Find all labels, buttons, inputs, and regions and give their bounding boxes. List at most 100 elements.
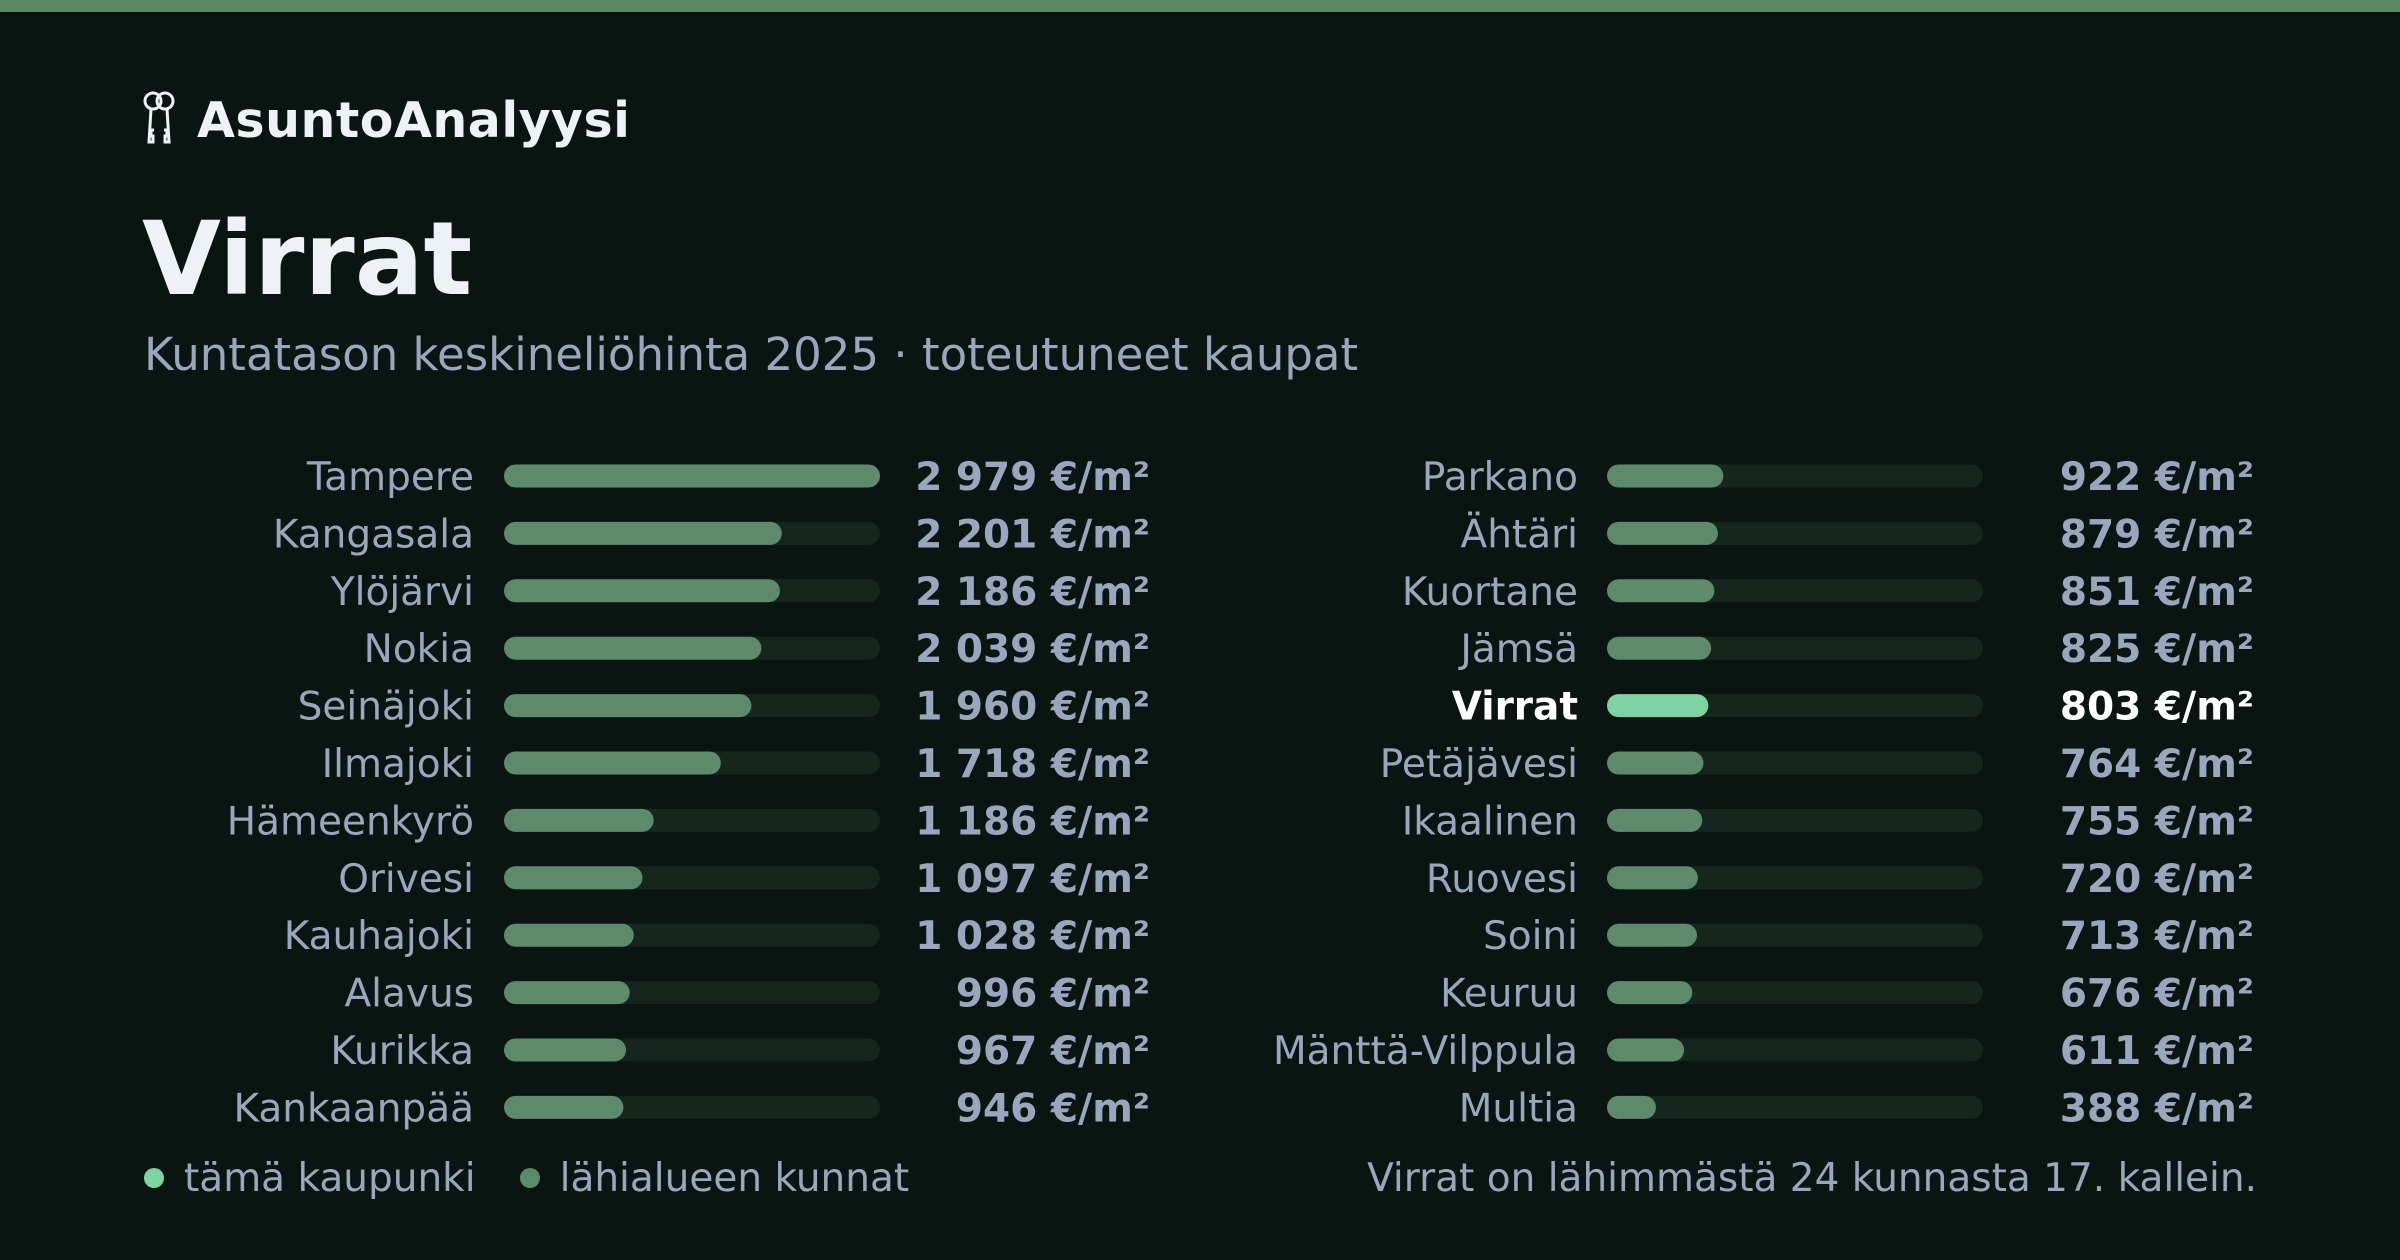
value-label: 755 €/m² <box>2060 799 2254 844</box>
legend: tämä kaupunki lähialueen kunnat <box>144 1152 953 1204</box>
bar-row-kangasala: Kangasala 2 201 €/m² <box>273 512 1150 557</box>
value-label: 764 €/m² <box>2060 742 2254 787</box>
bar <box>504 464 880 488</box>
page-title: Virrat <box>142 200 473 319</box>
bar-row-keuruu: Keuruu 676 €/m² <box>1440 972 2254 1017</box>
category-label: Nokia <box>364 627 474 672</box>
value-label: 825 €/m² <box>2060 627 2254 672</box>
value-label: 2 186 €/m² <box>915 570 1150 615</box>
value-label: 922 €/m² <box>2060 455 2254 500</box>
category-label: Jämsä <box>1457 627 1578 672</box>
bar <box>1607 521 1718 545</box>
bar-row-ikaalinen: Ikaalinen 755 €/m² <box>1402 799 2254 844</box>
category-label: Kankaanpää <box>234 1086 474 1131</box>
value-label: 720 €/m² <box>2060 857 2254 902</box>
value-label: 1 097 €/m² <box>915 857 1150 902</box>
bar-track <box>1607 923 1983 947</box>
bar-row-ähtäri: Ähtäri 879 €/m² <box>1461 511 2254 557</box>
bar-track <box>1607 866 1983 890</box>
bar-row-ilmajoki: Ilmajoki 1 718 €/m² <box>322 742 1150 787</box>
bar-row-kankaanpää: Kankaanpää 946 €/m² <box>234 1086 1150 1131</box>
bar-row-seinäjoki: Seinäjoki 1 960 €/m² <box>298 685 1150 730</box>
bar-row-orivesi: Orivesi 1 097 €/m² <box>338 857 1150 902</box>
value-label: 946 €/m² <box>956 1086 1150 1131</box>
category-label: Keuruu <box>1440 972 1578 1017</box>
bar-row-nokia: Nokia 2 039 €/m² <box>364 627 1150 672</box>
bar <box>504 866 643 890</box>
value-label: 1 718 €/m² <box>915 742 1150 787</box>
category-label: Kuortane <box>1402 570 1578 615</box>
bar-row-hämeenkyrö: Hämeenkyrö 1 186 €/m² <box>227 799 1150 844</box>
bar <box>504 694 752 718</box>
value-label: 967 €/m² <box>956 1029 1150 1074</box>
bar-track <box>1607 1095 1983 1119</box>
bar <box>504 636 762 660</box>
category-label: Ilmajoki <box>322 742 474 787</box>
rank-footnote: Virrat on lähimmästä 24 kunnasta 17. kal… <box>1367 1155 2257 1201</box>
legend-label-this-city: tämä kaupunki <box>184 1155 476 1201</box>
bar-row-tampere: Tampere 2 979 €/m² <box>306 455 1150 500</box>
bar-row-virrat: Virrat 803 €/m² <box>1452 685 2254 730</box>
category-label: Mänttä-Vilppula <box>1273 1029 1578 1074</box>
value-label: 2 979 €/m² <box>915 455 1150 500</box>
value-label: 879 €/m² <box>2060 512 2254 557</box>
value-label: 803 €/m² <box>2060 685 2254 730</box>
category-label: Ähtäri <box>1461 511 1578 557</box>
bar <box>1607 694 1709 718</box>
bar-row-petäjävesi: Petäjävesi 764 €/m² <box>1380 742 2254 787</box>
bar <box>1607 464 1724 488</box>
category-label: Virrat <box>1452 685 1578 730</box>
category-label: Parkano <box>1422 455 1578 500</box>
bar-row-multia: Multia 388 €/m² <box>1459 1086 2254 1131</box>
bar-row-kurikka: Kurikka 967 €/m² <box>330 1029 1150 1074</box>
keys-icon <box>143 91 175 144</box>
category-label: Ikaalinen <box>1402 799 1578 844</box>
page-subtitle: Kuntatason keskineliöhinta 2025 · toteut… <box>144 328 1359 381</box>
bar <box>504 751 721 775</box>
bar <box>1607 866 1698 890</box>
category-label: Hämeenkyrö <box>227 799 474 844</box>
category-label: Ylöjärvi <box>330 570 474 615</box>
bar <box>1607 1095 1656 1119</box>
bar <box>1607 579 1715 603</box>
value-label: 851 €/m² <box>2060 570 2254 615</box>
bar-row-soini: Soini 713 €/m² <box>1483 914 2254 959</box>
category-label: Seinäjoki <box>298 685 474 730</box>
bar <box>504 1038 627 1062</box>
value-label: 2 039 €/m² <box>915 627 1150 672</box>
value-label: 1 186 €/m² <box>915 799 1150 844</box>
value-label: 996 €/m² <box>956 972 1150 1017</box>
bar <box>504 1095 624 1119</box>
bar-row-ruovesi: Ruovesi 720 €/m² <box>1426 857 2254 902</box>
brand-name: AsuntoAnalyysi <box>197 91 631 149</box>
value-label: 388 €/m² <box>2060 1086 2254 1131</box>
category-label: Ruovesi <box>1426 857 1578 902</box>
bar <box>1607 981 1693 1005</box>
bar-track <box>1607 1038 1983 1062</box>
value-label: 713 €/m² <box>2060 914 2254 959</box>
bar-row-kauhajoki: Kauhajoki 1 028 €/m² <box>284 914 1150 959</box>
bar-row-jämsä: Jämsä 825 €/m² <box>1457 627 2254 672</box>
value-label: 611 €/m² <box>2060 1029 2254 1074</box>
bar-row-ylöjärvi: Ylöjärvi 2 186 €/m² <box>330 570 1150 615</box>
bar <box>504 981 630 1005</box>
top-accent-bar <box>0 0 2400 12</box>
bar <box>504 923 634 947</box>
category-label: Tampere <box>306 455 474 500</box>
bar <box>504 808 654 832</box>
category-label: Kauhajoki <box>284 914 474 959</box>
bar <box>504 579 780 603</box>
bar <box>1607 1038 1685 1062</box>
bar-track <box>1607 808 1983 832</box>
category-label: Soini <box>1483 914 1578 959</box>
bar <box>1607 808 1703 832</box>
category-label: Kurikka <box>330 1029 474 1074</box>
legend-dot-this-city <box>144 1168 164 1188</box>
legend-label-nearby: lähialueen kunnat <box>559 1155 910 1201</box>
category-label: Orivesi <box>338 857 474 902</box>
category-label: Kangasala <box>273 512 474 557</box>
value-label: 2 201 €/m² <box>915 512 1150 557</box>
bar <box>504 521 782 545</box>
bar <box>1607 923 1697 947</box>
bar-row-mänttä-vilppula: Mänttä-Vilppula 611 €/m² <box>1273 1029 2254 1074</box>
